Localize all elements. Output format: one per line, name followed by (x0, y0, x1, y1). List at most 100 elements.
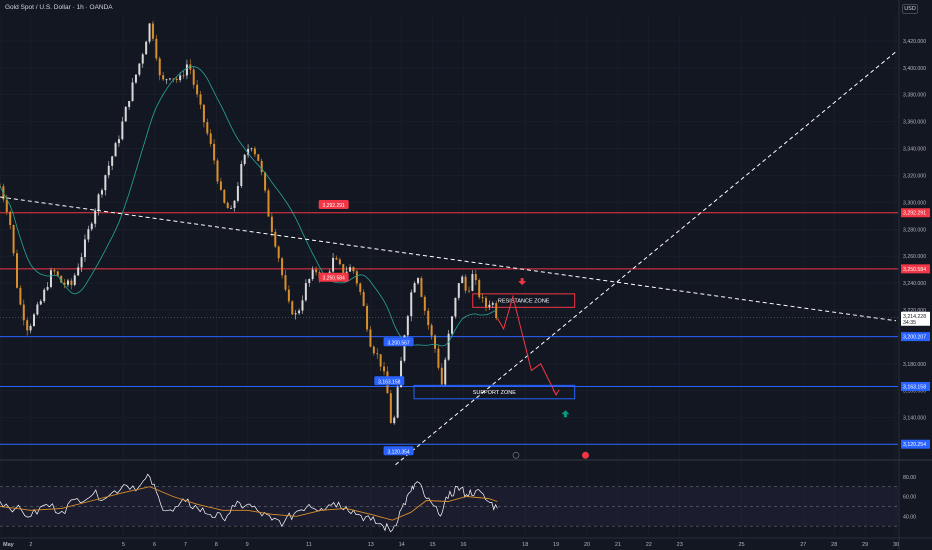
time-tick-label: 15 (429, 542, 435, 548)
axis-badge-bg-1 (901, 264, 930, 274)
price-tick-label: 3,280.000 (903, 227, 926, 233)
time-tick-label: 25 (738, 542, 744, 548)
candle-body (134, 74, 137, 83)
time-tick-label: 16 (460, 542, 466, 548)
candle-body (138, 63, 141, 75)
candle-body (80, 257, 83, 268)
time-axis[interactable]: May 2 5 6 7 8 9 11 13 14 15 16 18 19 20 21 22 23 25 27 28 29 3… (3, 542, 899, 548)
candle-body (240, 163, 243, 187)
candle-body (124, 106, 127, 122)
price-tick-label: 3,360.000 (903, 120, 926, 126)
projection-arrowhead (552, 389, 560, 396)
candle-body (168, 78, 171, 80)
current-price-badge-bg (901, 311, 930, 326)
time-tick-label: 14 (399, 542, 405, 548)
candle-body (270, 216, 273, 232)
candle-body (311, 269, 314, 280)
candle-body (352, 267, 355, 272)
candle-body (478, 280, 481, 298)
rsi-band (0, 486, 898, 527)
candle-body (100, 190, 103, 195)
price-tick-label: 3,380.000 (903, 93, 926, 99)
candle-body (335, 257, 338, 260)
candle-body (427, 310, 430, 326)
trendline-ascending[interactable] (395, 51, 897, 466)
candle-body (155, 38, 158, 59)
axis-badge-4: 3,120.254 (903, 442, 926, 448)
candle-body (243, 154, 246, 164)
current-price-label: 3,214.228 (903, 314, 926, 320)
candle-body (209, 133, 212, 144)
trendline-descending[interactable] (0, 196, 897, 322)
candle-body (468, 290, 471, 292)
price-tick-label: 3,340.000 (903, 147, 926, 153)
symbol-title: Gold Spot / U.S. Dollar · 1h · OANDA (5, 4, 113, 11)
flag-icon (581, 451, 589, 459)
candle-body (145, 41, 148, 55)
candle-body (104, 175, 107, 191)
price-levels (0, 212, 898, 445)
time-tick-label: May (3, 542, 15, 548)
axis-badge-1: 3,250.584 (903, 267, 926, 273)
candle-body (264, 172, 267, 191)
candle-body (97, 194, 100, 211)
candle-body (189, 64, 192, 70)
trendlines[interactable] (0, 51, 897, 466)
candle-body (172, 78, 175, 80)
candle-body (277, 246, 280, 259)
candle-body (70, 280, 73, 285)
candle-body (107, 165, 110, 176)
price-tag-1: 3,250.584 (323, 276, 345, 282)
candle-body (393, 417, 396, 424)
candle-body (53, 270, 56, 272)
candles (0, 20, 498, 425)
candle-body (162, 75, 165, 80)
candle-body (471, 274, 474, 291)
price-tick-label: 3,260.000 (903, 254, 926, 260)
candle-body (369, 329, 372, 347)
candle-body (447, 333, 450, 360)
candle-body (434, 335, 437, 349)
candle-body (400, 360, 403, 388)
candle-body (440, 367, 443, 385)
candle-body (199, 94, 202, 105)
time-tick-label: 9 (246, 542, 249, 548)
in-chart-labels: 3,292.291 3,250.584 3,200.567 3,163.158 3,12… (318, 200, 589, 459)
currency-button[interactable]: USD (902, 4, 918, 14)
candle-body (349, 267, 352, 272)
candle-body (444, 359, 447, 385)
candle-body (423, 296, 426, 311)
candle-body (362, 291, 365, 307)
candle-body (247, 148, 250, 155)
support-zone-label: SUPPORT ZONE (473, 390, 517, 396)
candle-body (396, 387, 399, 418)
candle-body (117, 139, 120, 144)
axis-badge-bg-4 (901, 439, 930, 449)
time-tick-label: 29 (862, 542, 868, 548)
price-axis[interactable]: 3,120.0003,140.0003,160.0003,180.0003,20… (901, 39, 930, 449)
candle-body (56, 271, 59, 276)
price-tick-label: 3,300.000 (903, 200, 926, 206)
candle-body (60, 275, 63, 283)
candle-body (141, 54, 144, 64)
candle-body (77, 267, 80, 276)
rsi-ma-line (0, 486, 498, 521)
candle-body (267, 190, 270, 217)
candle-body (413, 283, 416, 293)
candle-body (66, 280, 69, 285)
rsi-pane: 40.00 60.00 80.00 (0, 473, 916, 533)
axis-badge-0: 3,292.291 (903, 211, 926, 217)
candle-body (253, 148, 256, 155)
price-tag-2: 3,200.567 (387, 340, 409, 346)
candle-body (308, 279, 311, 284)
candle-body (233, 200, 236, 209)
candle-body (488, 304, 491, 307)
candle-body (114, 143, 117, 157)
candle-body (485, 298, 488, 307)
price-tick-label: 3,220.000 (903, 308, 926, 314)
candle-body (49, 270, 52, 288)
rsi-tick-label: 60.00 (903, 495, 916, 501)
time-tick-label: 21 (615, 542, 621, 548)
